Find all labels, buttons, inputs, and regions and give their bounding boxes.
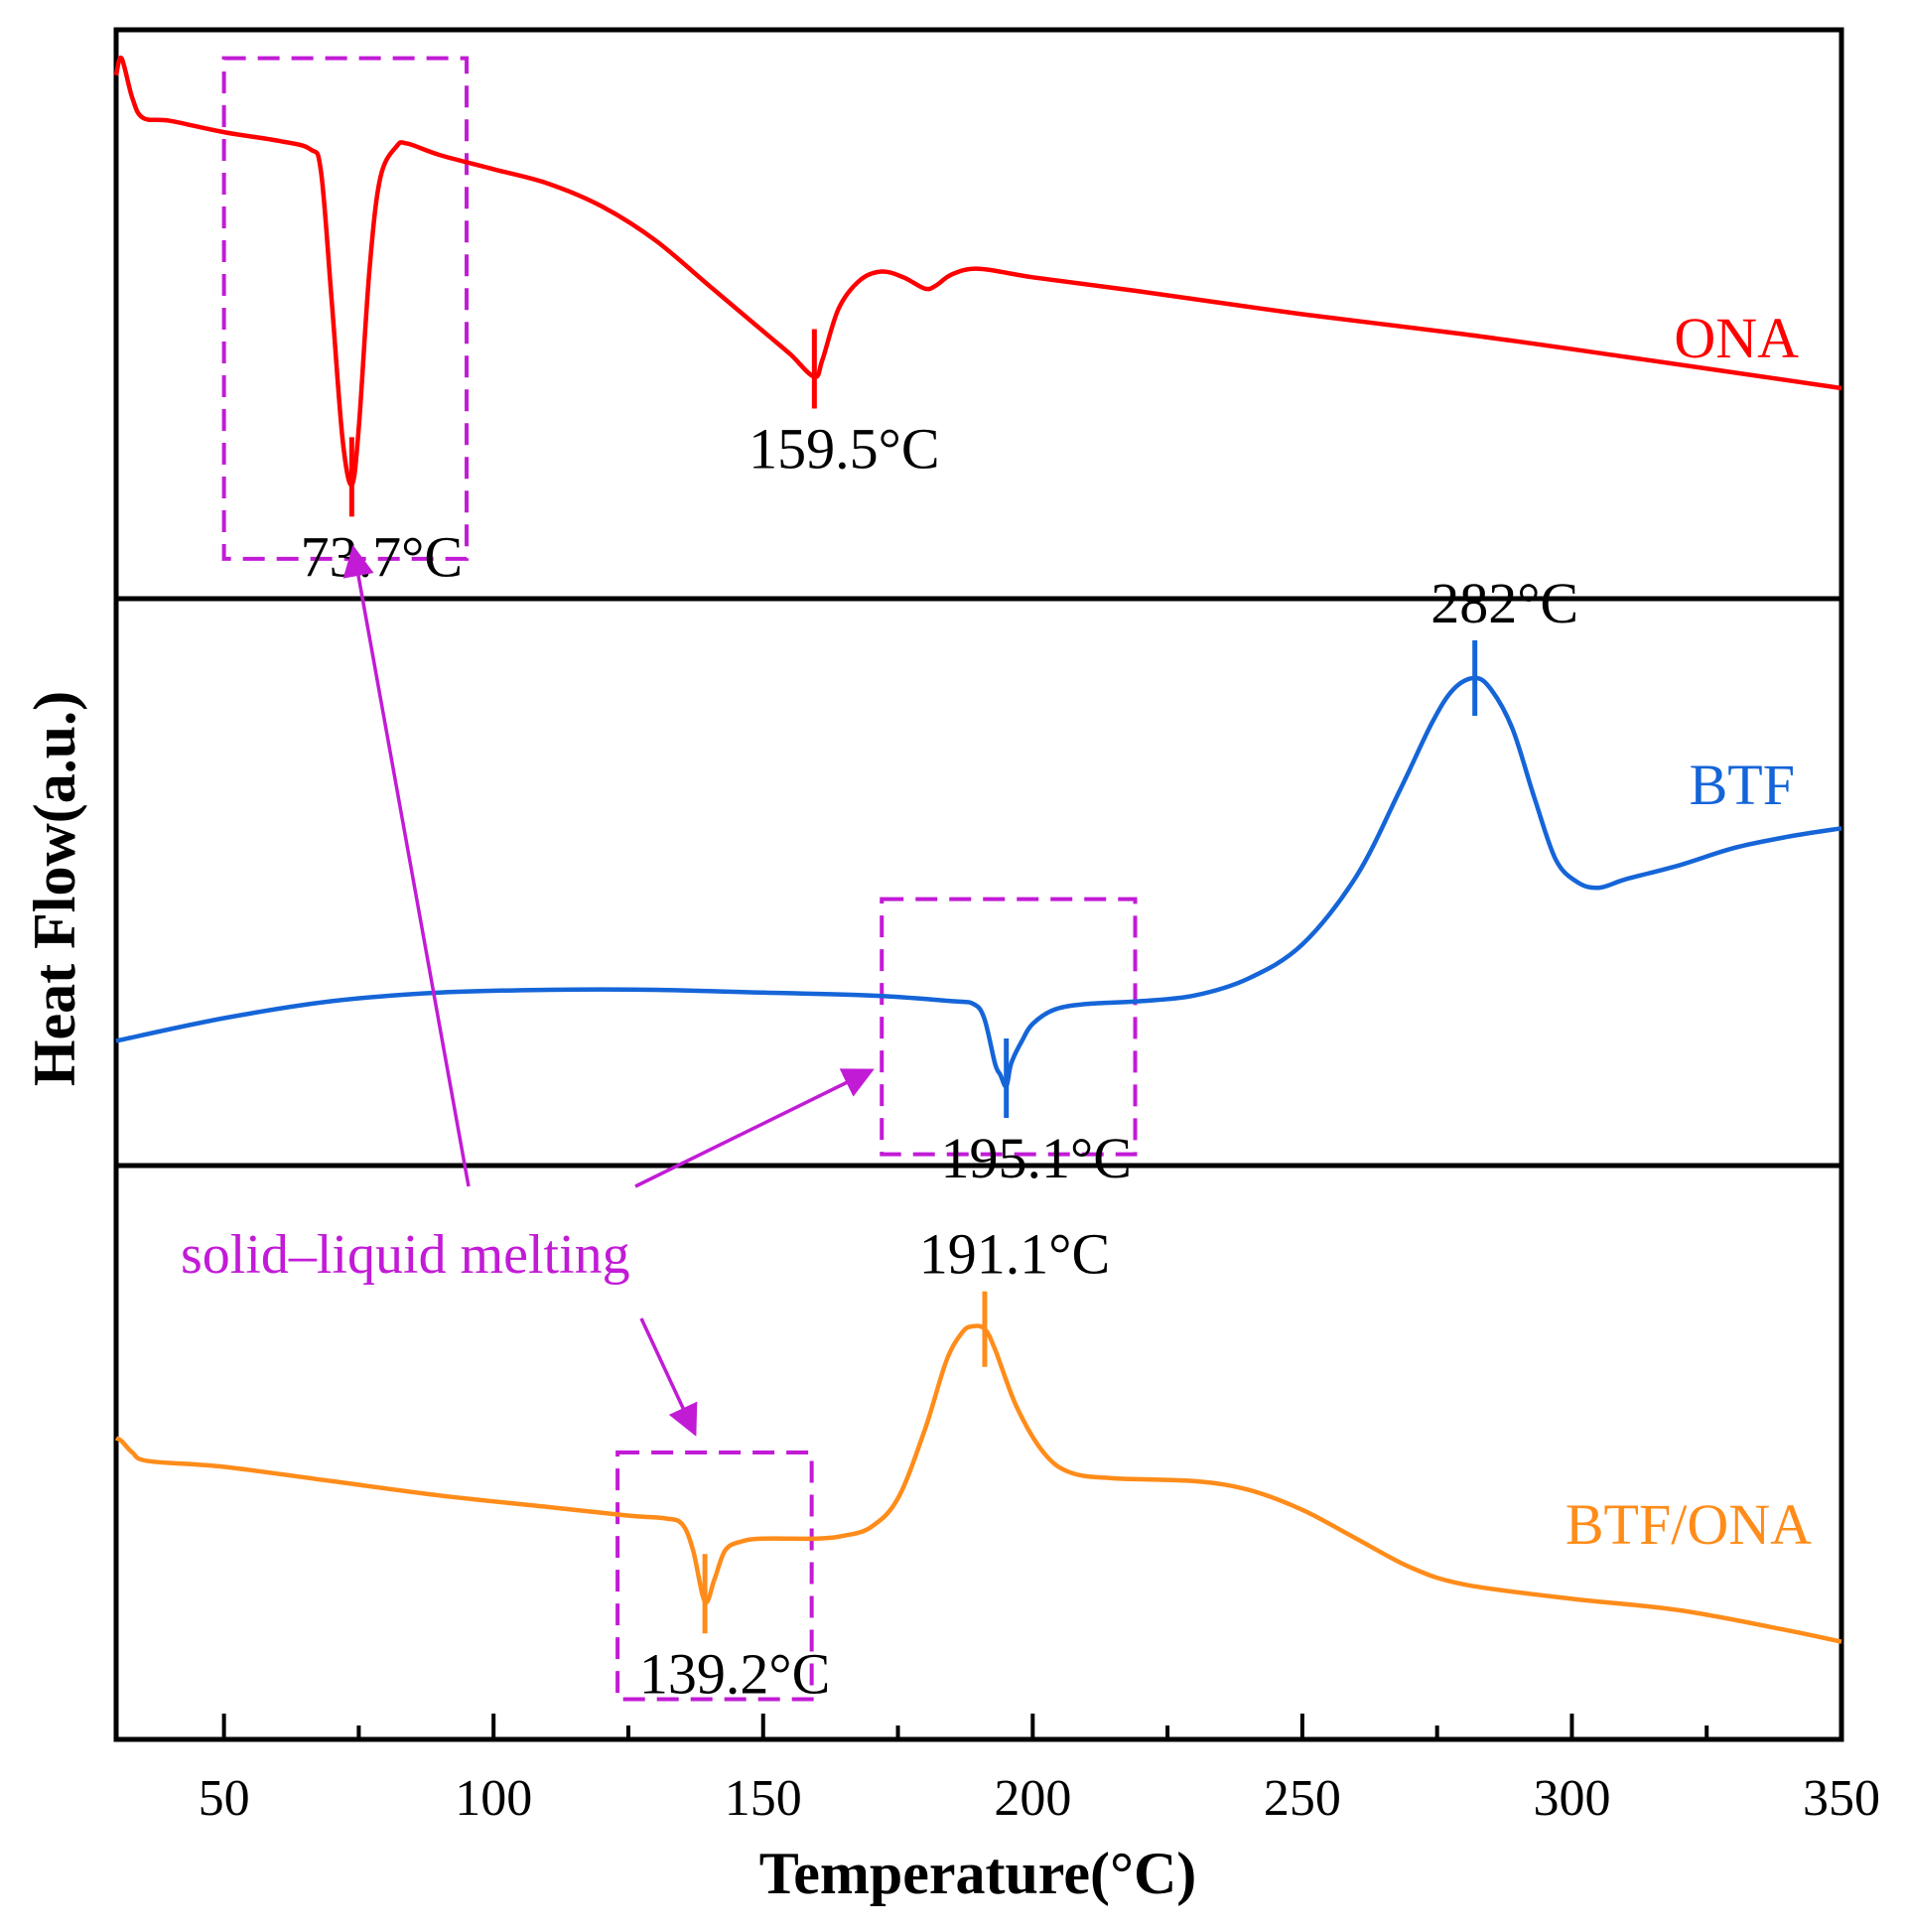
y-axis-title: Heat Flow(a.u.) [22,691,87,1086]
panel-frame-2 [113,596,1844,1169]
panel-frame-3 [113,1163,1844,1742]
annotation-arrow-2 [634,1068,875,1188]
annotation-text: solid–liquid melting [181,1224,630,1286]
series-lines [113,55,1842,1644]
series-labels: ONA BTF BTF/ONA [1566,306,1812,1557]
panel-frames [113,27,1844,1742]
x-axis-ticks [221,1714,1843,1739]
series-label: BTF/ONA [1566,1492,1812,1557]
series-line-btf [115,675,1842,1089]
peak-labels: 73.7°C 159.5°C 195.1°C 282°C 139.2°C 191.1°C [301,417,1578,1707]
series-label: BTF [1690,753,1795,817]
annotation-arrow-1 [342,544,471,1187]
panel-frame-1 [113,27,1844,602]
annotation-arrows [342,544,875,1437]
x-axis-title: Temperature(°C) [759,1841,1197,1906]
highlight-box-1 [221,56,470,561]
annotation-arrow-3 [639,1317,698,1437]
x-tick-label: 50 [199,1770,250,1827]
x-tick-label: 350 [1803,1770,1880,1827]
series-line-ona [113,55,1842,487]
highlight-box-2 [880,897,1138,1157]
peak-label: 73.7°C [301,524,463,589]
peak-label: 195.1°C [941,1126,1132,1190]
peak-label: 159.5°C [749,417,939,482]
highlight-box-3 [615,1450,814,1702]
x-tick-label: 150 [725,1770,802,1827]
peak-label: 282°C [1430,571,1578,635]
x-tick-label: 100 [455,1770,532,1827]
highlight-boxes [221,56,1138,1702]
x-tick-label: 250 [1264,1770,1341,1827]
x-tick-label: 300 [1533,1770,1610,1827]
series-line-btf-ona [114,1323,1842,1644]
peak-label: 139.2°C [639,1641,830,1706]
peak-markers [348,329,1478,1634]
x-axis-tick-labels: 50 100 150 200 250 300 350 [199,1770,1880,1827]
x-tick-label: 200 [994,1770,1071,1827]
peak-label: 191.1°C [919,1222,1110,1287]
series-label: ONA [1674,306,1799,370]
